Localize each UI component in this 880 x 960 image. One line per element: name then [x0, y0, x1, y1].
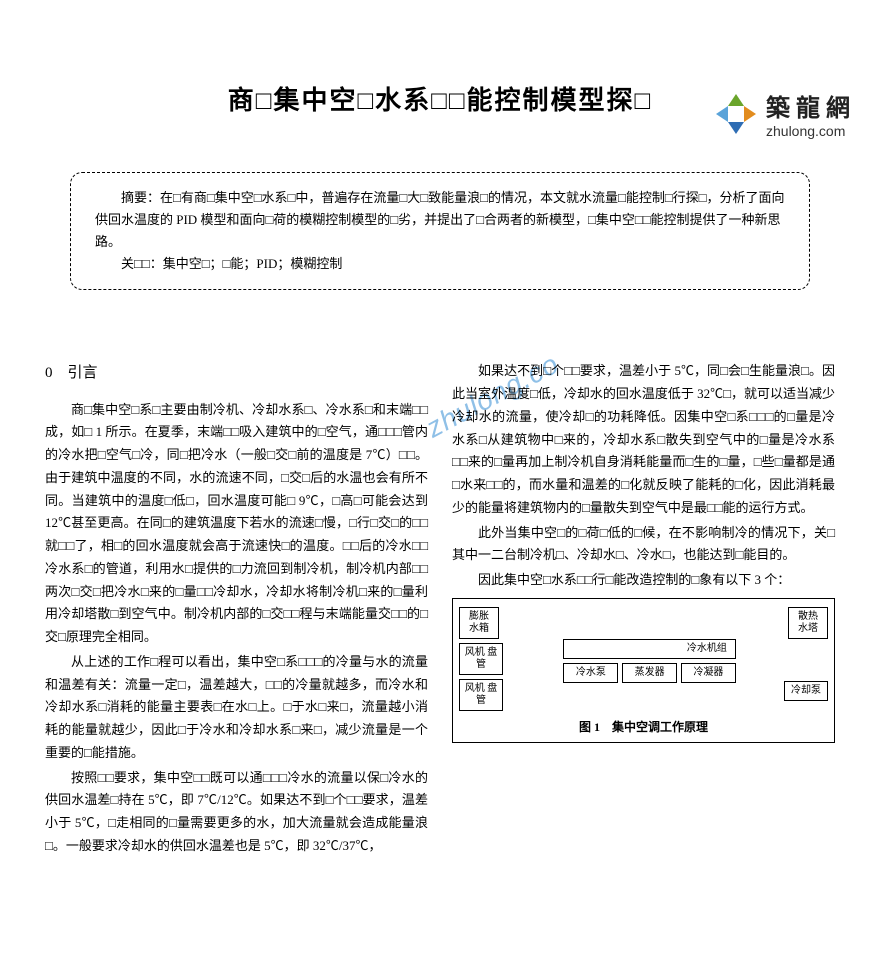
- logo-icon: [714, 92, 758, 136]
- col1-p3: 按照□□要求，集中空□□既可以通□□□冷水的流量以保□冷水的供回水温差□持在 5…: [45, 767, 428, 858]
- keywords-text: 关□□：集中空□；□能；PID；模糊控制: [95, 253, 785, 275]
- section-0-head: 0 引言: [45, 360, 428, 386]
- logo-en-text: zhulong.com: [766, 123, 845, 139]
- site-logo: 築龍網 zhulong.com: [714, 88, 856, 139]
- figure-1-caption: 图 1 集中空调工作原理: [459, 717, 828, 738]
- abstract-box: 摘要：在□有商□集中空□水系□中，普遍存在流量□大□致能量浪□的情况，本文就水流…: [70, 172, 810, 290]
- fig-box-cooling-pump: 冷却泵: [784, 681, 828, 701]
- column-left: 0 引言 商□集中空□系□主要由制冷机、冷却水系□、冷水系□和末端□□成，如□ …: [45, 360, 428, 859]
- fig-box-evap: 蒸发器: [622, 663, 677, 683]
- fig-box-cool-tower: 散热 水塔: [788, 607, 828, 639]
- fig-box-fan2: 风机 盘管: [459, 679, 503, 711]
- col2-p1: 如果达不到□个□□要求，温差小于 5℃，同□会□生能量浪□。因此当室外温度□低，…: [452, 360, 835, 519]
- fig-box-cool-unit: 冷水机组: [563, 639, 735, 659]
- column-right: 如果达不到□个□□要求，温差小于 5℃，同□会□生能量浪□。因此当室外温度□低，…: [452, 360, 835, 859]
- abstract-text: 摘要：在□有商□集中空□水系□中，普遍存在流量□大□致能量浪□的情况，本文就水流…: [95, 187, 785, 253]
- col2-p3: 因此集中空□水系□□行□能改造控制的□象有以下 3 个：: [452, 569, 835, 592]
- fig-box-cond: 冷凝器: [681, 663, 736, 683]
- fig-box-cool-pump: 冷水泵: [563, 663, 618, 683]
- col2-p2: 此外当集中空□的□荷□低的□候，在不影响制冷的情况下，关□其中一二台制冷机□、冷…: [452, 522, 835, 568]
- col1-p1: 商□集中空□系□主要由制冷机、冷却水系□、冷水系□和末端□□成，如□ 1 所示。…: [45, 399, 428, 649]
- logo-cn-text: 築龍網: [766, 88, 856, 123]
- figure-1: 膨胀 水箱 风机 盘管 风机 盘管 冷水机组 冷水泵 蒸发器 冷凝器 散热 水塔: [452, 598, 835, 743]
- fig-box-expand: 膨胀 水箱: [459, 607, 499, 639]
- body-content: 0 引言 商□集中空□系□主要由制冷机、冷却水系□、冷水系□和末端□□成，如□ …: [45, 360, 835, 859]
- fig-box-fan1: 风机 盘管: [459, 643, 503, 675]
- col1-p2: 从上述的工作□程可以看出，集中空□系□□□的冷量与水的流量和温差有关：流量一定□…: [45, 651, 428, 765]
